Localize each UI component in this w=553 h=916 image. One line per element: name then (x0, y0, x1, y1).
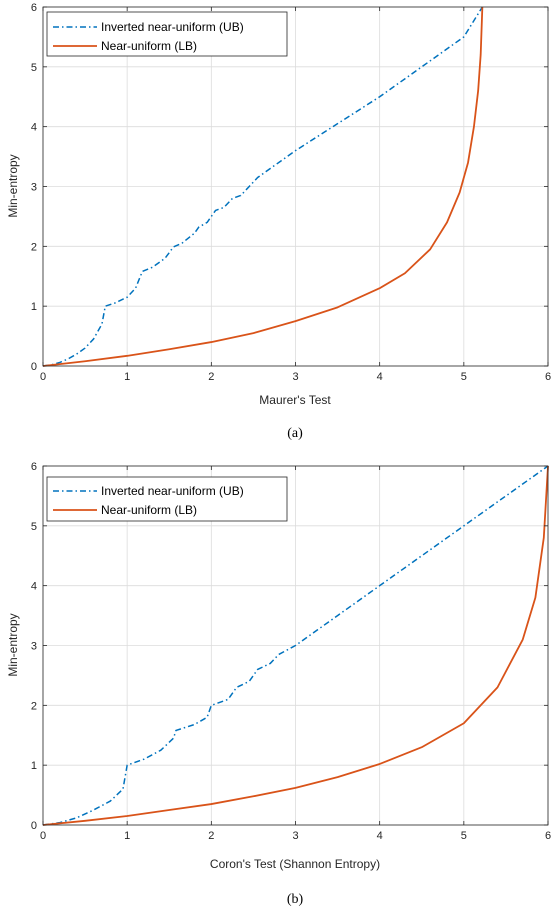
x-tick-label: 1 (124, 371, 130, 383)
y-axis-label: Min-entropy (6, 613, 20, 676)
legend-label-ub: Inverted near-uniform (UB) (101, 20, 244, 34)
x-tick-label: 4 (377, 371, 383, 383)
axes (42, 6, 549, 367)
x-tick-label: 5 (461, 371, 467, 383)
axes-box (42, 6, 549, 367)
x-tick-label: 2 (208, 371, 214, 383)
axes-box (42, 465, 549, 826)
grid-lines (42, 6, 549, 367)
y-tick-label: 1 (31, 301, 37, 313)
y-tick-label: 6 (31, 461, 37, 473)
y-tick-label: 3 (31, 182, 37, 194)
legend-label-lb: Near-uniform (LB) (101, 503, 197, 517)
series-line-ub (42, 6, 483, 367)
y-tick-label: 1 (31, 760, 37, 772)
x-tick-label: 6 (545, 371, 551, 383)
series-line-lb (42, 465, 549, 826)
legend: Inverted near-uniform (UB) Near-uniform … (46, 476, 288, 522)
y-tick-label: 4 (31, 581, 37, 593)
y-tick-label: 0 (31, 361, 37, 373)
x-tick-label: 5 (461, 830, 467, 842)
legend: Inverted near-uniform (UB) Near-uniform … (46, 11, 288, 57)
x-axis-label: Maurer's Test (259, 393, 331, 407)
y-tick-label: 4 (31, 122, 37, 134)
axes (42, 465, 549, 826)
legend-label-lb: Near-uniform (LB) (101, 39, 197, 53)
y-tick-label: 6 (31, 2, 37, 14)
caption-b: (b) (287, 892, 304, 907)
tick-labels: 0 1 2 3 4 5 6 0 1 2 3 4 5 6 (31, 461, 551, 842)
x-tick-label: 4 (377, 830, 383, 842)
chart-panel-b: 0 1 2 3 4 5 6 0 1 2 3 4 5 6 Coron's Test (Shannon Ent… (6, 461, 551, 907)
x-tick-label: 1 (124, 830, 130, 842)
x-tick-label: 3 (292, 830, 298, 842)
caption-a: (a) (287, 426, 303, 441)
chart-panel-a: 0 1 2 3 4 5 6 0 1 2 3 4 5 6 Maurer's Test Min-entropy… (6, 2, 551, 441)
x-axis-label: Coron's Test (Shannon Entropy) (210, 857, 380, 871)
y-tick-label: 5 (31, 521, 37, 533)
x-tick-label: 0 (40, 830, 46, 842)
y-tick-label: 2 (31, 700, 37, 712)
series-line-ub (42, 465, 549, 826)
y-tick-label: 2 (31, 241, 37, 253)
y-tick-label: 5 (31, 62, 37, 74)
legend-label-ub: Inverted near-uniform (UB) (101, 484, 244, 498)
x-tick-label: 0 (40, 371, 46, 383)
x-tick-label: 2 (208, 830, 214, 842)
series-layer (42, 465, 549, 826)
x-tick-label: 3 (292, 371, 298, 383)
series-layer (42, 6, 484, 367)
legend-box (46, 11, 288, 57)
y-axis-label: Min-entropy (6, 154, 20, 217)
series-line-lb (42, 6, 484, 367)
legend-box (46, 476, 288, 522)
y-tick-label: 0 (31, 820, 37, 832)
tick-labels: 0 1 2 3 4 5 6 0 1 2 3 4 5 6 (31, 2, 551, 383)
y-tick-label: 3 (31, 641, 37, 653)
x-tick-label: 6 (545, 830, 551, 842)
